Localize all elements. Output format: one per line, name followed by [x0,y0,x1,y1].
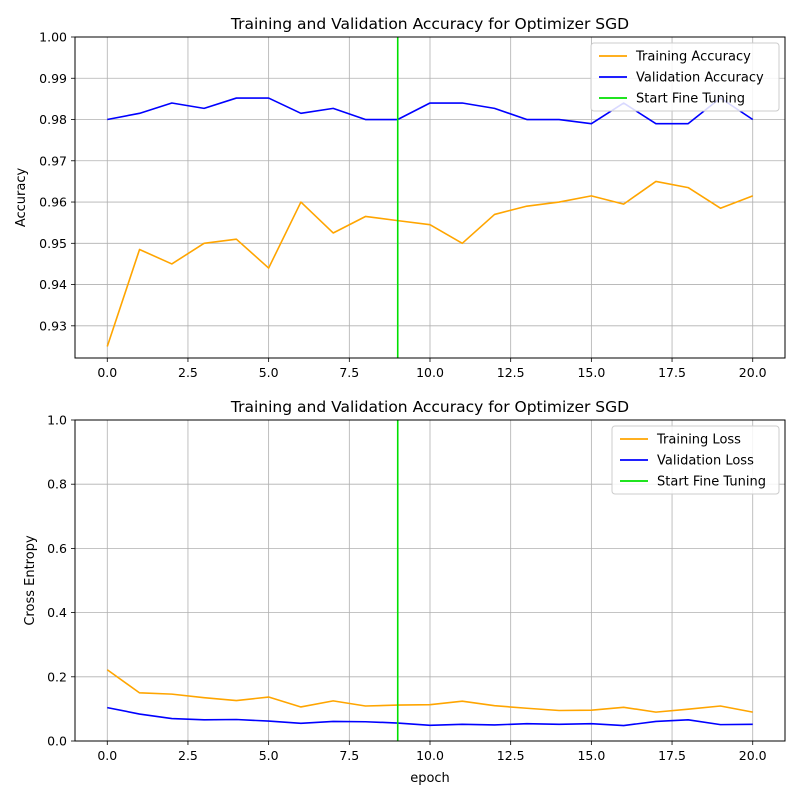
y-tick-label: 0.99 [39,71,67,86]
x-tick-label: 12.5 [497,365,525,380]
accuracy-chart-title: Training and Validation Accuracy for Opt… [230,15,629,33]
accuracy-panel: 0.0 2.5 5.0 7.5 10.0 12.5 15.0 17.5 20.0 0.930.9… [14,15,786,380]
x-tick-label: 7.5 [339,748,359,763]
legend-label: Validation Loss [657,454,754,469]
legend-box [590,42,780,112]
accuracy-legend: Training Accuracy Validation Accuracy Star… [590,42,780,112]
accuracy-lines [106,37,754,358]
loss-x-ticks: 0.0 2.5 5.0 7.5 10.0 12.5 15.0 17.5 20.0 [97,741,767,763]
legend-label: Training Loss [656,433,741,448]
loss-y-ticks: 0.0 0.2 0.4 0.6 0.8 1.0 [47,413,75,749]
legend-label: Start Fine Tuning [636,92,745,107]
x-tick-label: 20.0 [739,748,767,763]
x-tick-label: 2.5 [178,365,198,380]
x-tick-label: 12.5 [497,748,525,763]
x-tick-label: 7.5 [339,365,359,380]
x-tick-label: 10.0 [416,748,444,763]
y-tick-label: 0.98 [39,112,67,127]
y-tick-label: 1.0 [47,413,67,428]
y-tick-label: 0.93 [39,318,67,333]
loss-x-axis-label: epoch [410,771,450,786]
accuracy-y-ticks: 0.93 0.94 0.95 0.96 0.97 0.98 0.99 1.00 [39,30,75,333]
x-tick-label: 10.0 [416,365,444,380]
legend-label: Validation Accuracy [636,71,764,86]
loss-chart-title: Training and Validation Accuracy for Opt… [230,398,629,416]
x-tick-label: 20.0 [739,365,767,380]
y-tick-label: 0.95 [39,236,67,251]
loss-panel: 0.0 2.5 5.0 7.5 10.0 12.5 15.0 17.5 20.0 0.00.20… [23,398,786,786]
loss-y-axis-label: Cross Entropy [23,535,38,626]
y-tick-label: 0.6 [47,541,67,556]
x-tick-label: 2.5 [178,748,198,763]
y-tick-label: 0.2 [47,669,67,684]
legend-label: Training Accuracy [635,50,751,65]
accuracy-x-ticks: 0.0 2.5 5.0 7.5 10.0 12.5 15.0 17.5 20.0 [97,358,767,380]
y-tick-label: 0.8 [47,477,67,492]
y-tick-label: 1.00 [39,30,67,45]
y-tick-label: 0.97 [39,153,67,168]
loss-lines [106,420,753,741]
legend-label: Start Fine Tuning [657,475,766,490]
y-tick-label: 0.4 [47,605,67,620]
legend-box [611,425,780,495]
accuracy-y-axis-label: Accuracy [14,168,29,228]
x-tick-label: 0.0 [97,365,117,380]
y-tick-label: 0.94 [39,277,67,292]
x-tick-label: 17.5 [658,748,686,763]
x-tick-label: 5.0 [259,365,279,380]
x-tick-label: 15.0 [577,365,605,380]
y-tick-label: 0.0 [47,734,67,749]
x-tick-label: 15.0 [577,748,605,763]
x-tick-label: 17.5 [658,365,686,380]
loss-legend: Training Loss Validation Loss Start Fine T… [611,425,780,495]
x-tick-label: 5.0 [259,748,279,763]
x-tick-label: 0.0 [97,748,117,763]
y-tick-label: 0.96 [39,195,67,210]
